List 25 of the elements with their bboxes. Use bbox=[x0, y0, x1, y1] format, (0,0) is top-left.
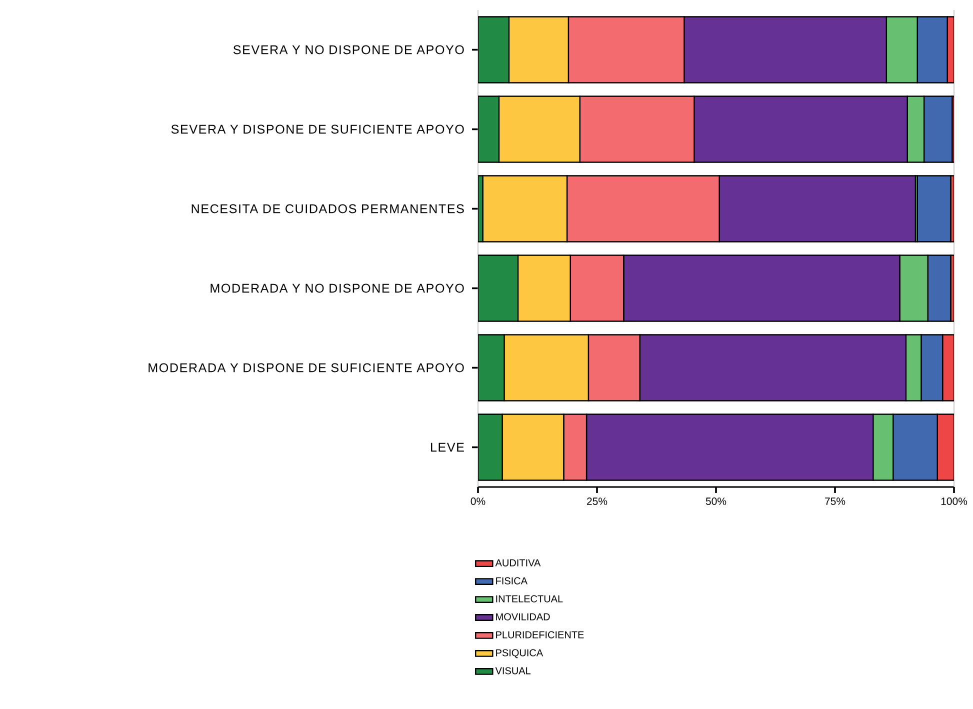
legend-label: PLURIDEFICIENTE bbox=[496, 631, 584, 638]
x-tick-label: 100% bbox=[941, 498, 968, 505]
x-tick-label: 25% bbox=[587, 498, 608, 505]
y-tick-label: SEVERA Y DISPONE DE SUFICIENTE APOYO bbox=[171, 124, 464, 134]
bar bbox=[478, 254, 519, 322]
legend-label: FISICA bbox=[496, 577, 528, 584]
y-tick-label: MODERADA Y NO DISPONE DE APOYO bbox=[210, 284, 464, 293]
bar bbox=[936, 414, 954, 481]
y-tick-label: NECESITA DE CUIDADOS PERMANENTES bbox=[192, 204, 464, 214]
legend-label: MOVILIDAD bbox=[496, 613, 550, 620]
legend-label: AUDITIVA bbox=[495, 559, 541, 566]
y-tick-label: LEVE bbox=[431, 442, 464, 452]
x-tick-label: 0% bbox=[470, 498, 486, 505]
legend-label: VISUAL bbox=[495, 667, 531, 674]
x-tick-label: 75% bbox=[825, 498, 846, 505]
bar bbox=[478, 16, 510, 84]
bar bbox=[478, 96, 500, 163]
bar bbox=[942, 334, 954, 402]
bar bbox=[478, 414, 503, 481]
legend-label: INTELECTUAL bbox=[496, 595, 563, 602]
y-tick-label: MODERADA Y DISPONE DE SUFICIENTE APOYO bbox=[148, 363, 464, 372]
bar bbox=[478, 334, 505, 402]
y-tick-label: SEVERA Y NO DISPONE DE APOYO bbox=[233, 45, 464, 54]
legend-label: PSIQUICA bbox=[496, 649, 544, 658]
x-tick-label: 50% bbox=[706, 498, 726, 505]
